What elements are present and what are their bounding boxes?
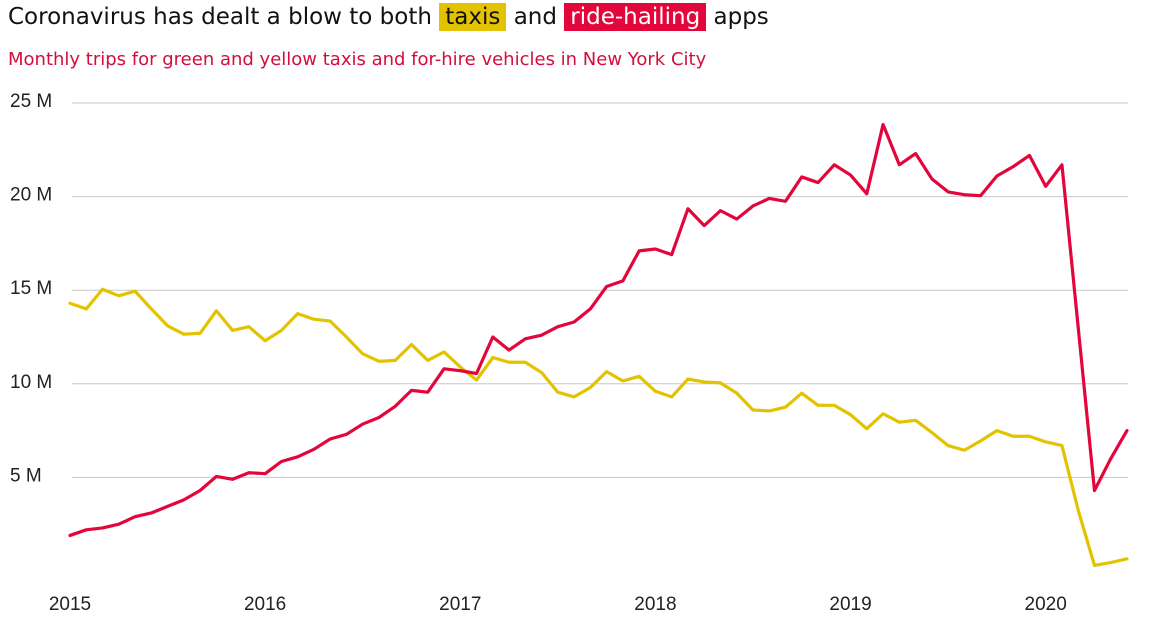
series-line [68,287,1129,567]
x-tick-label: 2019 [829,594,871,615]
legend-entry: taxis [439,3,507,31]
chart-title: Coronavirus has dealt a blow to both tax… [8,3,769,31]
x-tick-label: 2016 [244,594,286,615]
x-tick-label: 2018 [634,594,676,615]
y-tick-label: 5 M [10,465,42,486]
title-part: apps [713,4,769,30]
title-part: and [513,4,557,30]
legend-entry: ride-hailing [564,3,707,31]
y-tick-label: 25 M [10,91,52,112]
title-part: Coronavirus has dealt a blow to both [8,4,432,30]
y-tick-label: 15 M [10,278,52,299]
x-tick-label: 2020 [1025,594,1067,615]
y-tick-label: 20 M [10,185,52,206]
y-tick-label: 10 M [10,372,52,393]
chart-subtitle: Monthly trips for green and yellow taxis… [8,49,707,70]
x-tick-label: 2017 [439,594,481,615]
x-tick-label: 2015 [49,594,91,615]
series-line [68,122,1129,538]
